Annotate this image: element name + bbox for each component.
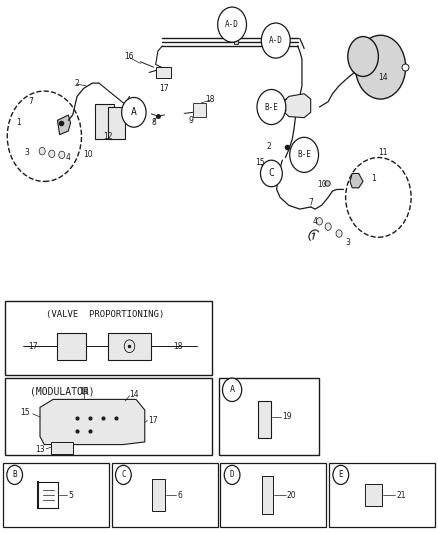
- Text: 3: 3: [25, 148, 29, 157]
- Polygon shape: [40, 399, 145, 445]
- Circle shape: [336, 230, 342, 237]
- Bar: [152, 479, 165, 511]
- Polygon shape: [285, 94, 311, 118]
- Text: 5: 5: [69, 490, 74, 499]
- Bar: [155, 67, 171, 78]
- Text: 7: 7: [308, 198, 313, 207]
- Circle shape: [218, 7, 247, 42]
- Text: 17: 17: [148, 416, 158, 425]
- Circle shape: [325, 223, 331, 230]
- Text: 14: 14: [378, 73, 388, 82]
- Text: C: C: [121, 471, 126, 479]
- Circle shape: [257, 90, 286, 125]
- Bar: [364, 484, 382, 506]
- Bar: [219, 378, 319, 455]
- Text: D: D: [230, 471, 234, 479]
- Circle shape: [261, 160, 283, 187]
- Bar: [5, 301, 212, 375]
- Text: 20: 20: [286, 490, 296, 499]
- Text: B-E: B-E: [297, 150, 311, 159]
- Text: 7: 7: [311, 233, 315, 242]
- Bar: [234, 35, 238, 44]
- Text: 21: 21: [397, 490, 406, 499]
- Text: (MODULATOR): (MODULATOR): [29, 386, 94, 396]
- Bar: [57, 333, 86, 360]
- Text: B: B: [12, 471, 17, 479]
- Bar: [95, 104, 114, 139]
- Circle shape: [122, 98, 146, 127]
- Text: 1: 1: [371, 174, 376, 183]
- Text: 10: 10: [317, 180, 326, 189]
- Text: 19: 19: [282, 412, 291, 421]
- Circle shape: [59, 151, 65, 159]
- Bar: [108, 107, 125, 139]
- Bar: [3, 463, 109, 527]
- Bar: [284, 35, 287, 44]
- Text: 7: 7: [29, 97, 34, 106]
- Circle shape: [39, 148, 45, 155]
- Text: 3: 3: [345, 238, 350, 247]
- Text: 13: 13: [258, 108, 268, 117]
- Ellipse shape: [356, 35, 406, 99]
- Text: 18: 18: [205, 94, 215, 103]
- Circle shape: [224, 465, 240, 484]
- Text: 10: 10: [83, 150, 93, 159]
- Bar: [112, 463, 218, 527]
- Bar: [329, 463, 435, 527]
- Text: 16: 16: [125, 52, 134, 61]
- Text: 16: 16: [79, 387, 88, 396]
- Text: 2: 2: [75, 78, 79, 87]
- Text: 15: 15: [256, 158, 265, 167]
- Bar: [262, 477, 273, 514]
- Text: A: A: [131, 107, 137, 117]
- Text: 13: 13: [35, 446, 45, 455]
- Bar: [108, 333, 151, 360]
- Bar: [5, 378, 212, 455]
- Text: 12: 12: [103, 132, 113, 141]
- Text: A-D: A-D: [269, 36, 283, 45]
- Text: (VALVE  PROPORTIONING): (VALVE PROPORTIONING): [46, 310, 165, 319]
- Bar: [193, 103, 206, 117]
- Text: 17: 17: [28, 342, 38, 351]
- Text: 14: 14: [129, 390, 139, 399]
- Polygon shape: [57, 115, 71, 135]
- Bar: [258, 401, 272, 438]
- Text: 9: 9: [188, 116, 193, 125]
- Text: A-D: A-D: [225, 20, 239, 29]
- Text: 1: 1: [16, 118, 21, 127]
- Text: 2: 2: [267, 142, 272, 151]
- Text: C: C: [268, 168, 274, 179]
- Ellipse shape: [348, 37, 378, 76]
- Text: 17: 17: [159, 84, 169, 93]
- Circle shape: [49, 150, 55, 158]
- Text: 4: 4: [66, 153, 71, 162]
- Text: 8: 8: [151, 118, 156, 127]
- Polygon shape: [350, 173, 363, 188]
- Circle shape: [290, 138, 318, 172]
- Text: E: E: [339, 471, 343, 479]
- Circle shape: [333, 465, 349, 484]
- Text: 4: 4: [313, 217, 318, 226]
- Text: 18: 18: [173, 342, 182, 351]
- Text: 6: 6: [177, 490, 182, 499]
- Circle shape: [7, 465, 22, 484]
- Text: A: A: [230, 385, 235, 394]
- Circle shape: [223, 378, 242, 401]
- Text: B-E: B-E: [265, 102, 278, 111]
- Circle shape: [316, 217, 322, 225]
- Bar: [51, 442, 73, 454]
- Bar: [220, 463, 326, 527]
- Circle shape: [261, 23, 290, 58]
- Text: 15: 15: [20, 408, 29, 417]
- Circle shape: [116, 465, 131, 484]
- Text: 11: 11: [378, 148, 388, 157]
